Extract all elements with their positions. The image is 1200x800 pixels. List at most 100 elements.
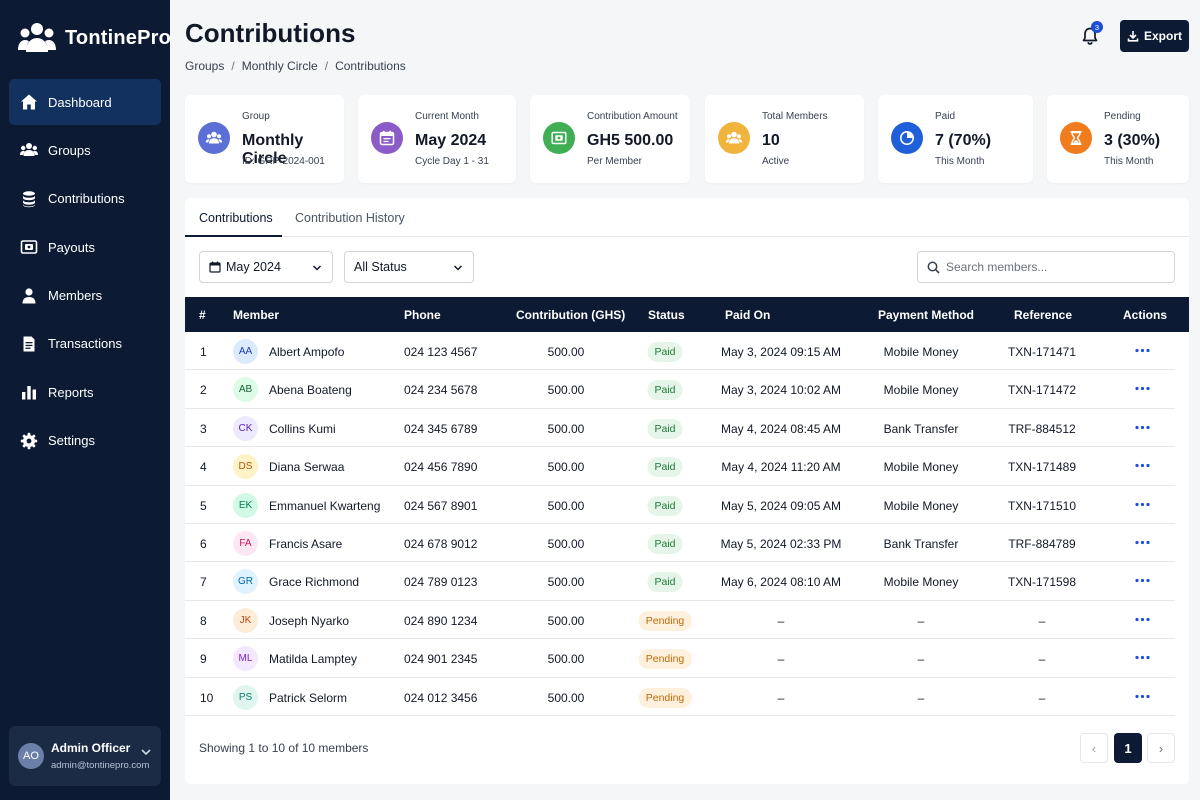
stat-sub: Per Member xyxy=(587,156,643,167)
table-header: # Member Phone Contribution (GHS) Status… xyxy=(185,297,1189,332)
table-row[interactable]: 4 DS Diana Serwaa 024 456 7890 500.00 Paid May… xyxy=(185,447,1175,486)
table-row[interactable]: 9 ML Matilda Lamptey 024 901 2345 500.00 Pend… xyxy=(185,639,1175,678)
status-badge: Pending xyxy=(638,649,692,670)
sidebar-item-reports[interactable]: Reports xyxy=(9,369,161,415)
sidebar-item-dashboard[interactable]: Dashboard xyxy=(9,79,161,125)
pagination-prev-button[interactable]: ‹ xyxy=(1080,733,1108,763)
search-input[interactable] xyxy=(946,260,1161,274)
member-name[interactable]: Emmanuel Kwarteng xyxy=(269,498,381,513)
stat-sub: This Month xyxy=(935,156,985,167)
user-info: Admin Officer admin@tontinepro.com xyxy=(51,741,149,771)
reference: TRF-884789 xyxy=(1008,536,1076,551)
month-select[interactable]: May 2024 xyxy=(199,251,333,283)
stat-card-contribution-amount: Contribution Amount GH5 500.00 Per Membe… xyxy=(530,95,690,183)
paid-on: – xyxy=(777,613,785,628)
column-header-member[interactable]: Member xyxy=(233,308,280,322)
cash-icon xyxy=(543,122,575,154)
brand-logo[interactable]: TontinePro xyxy=(18,22,171,54)
table-row[interactable]: 2 AB Abena Boateng 024 234 5678 500.00 Paid Ma… xyxy=(185,370,1175,409)
sidebar-item-payouts[interactable]: Payouts xyxy=(9,224,161,270)
stat-sub: Cycle Day 1 - 31 xyxy=(415,156,489,167)
user-profile-card[interactable]: AO Admin Officer admin@tontinepro.com xyxy=(9,726,161,786)
member-phone: 024 456 7890 xyxy=(404,460,478,475)
reference: TRF-884512 xyxy=(1008,421,1076,436)
member-name[interactable]: Joseph Nyarko xyxy=(269,613,350,628)
sidebar-item-members[interactable]: Members xyxy=(9,273,161,319)
member-name[interactable]: Matilda Lamptey xyxy=(269,652,358,667)
users-icon xyxy=(198,122,230,154)
member-name[interactable]: Diana Serwaa xyxy=(269,460,345,475)
sidebar-item-label: Groups xyxy=(48,142,91,158)
table-row[interactable]: 6 FA Francis Asare 024 678 9012 500.00 Paid Ma… xyxy=(185,524,1175,563)
payment-method: Mobile Money xyxy=(883,383,959,398)
stat-value: 10 xyxy=(762,132,780,149)
table-row[interactable]: 7 GR Grace Richmond 024 789 0123 500.00 Paid M… xyxy=(185,562,1175,601)
column-header-status[interactable]: Status xyxy=(648,308,685,322)
member-name[interactable]: Grace Richmond xyxy=(269,575,360,590)
column-header-payment-method[interactable]: Payment Method xyxy=(878,308,975,322)
chevron-down-icon[interactable] xyxy=(140,746,152,758)
payment-method: – xyxy=(917,652,925,667)
more-actions-icon[interactable] xyxy=(1135,655,1150,660)
row-number: 8 xyxy=(200,613,207,628)
pagination-page-1[interactable]: 1 xyxy=(1114,733,1142,763)
more-actions-icon[interactable] xyxy=(1135,694,1150,699)
more-actions-icon[interactable] xyxy=(1135,540,1150,545)
column-header-reference[interactable]: Reference xyxy=(1014,308,1073,322)
table-row[interactable]: 5 EK Emmanuel Kwarteng 024 567 8901 500.00 Pa… xyxy=(185,486,1175,524)
column-header-contribution[interactable]: Contribution (GHS) xyxy=(516,308,626,322)
more-actions-icon[interactable] xyxy=(1135,578,1150,583)
more-actions-icon[interactable] xyxy=(1135,617,1150,622)
more-actions-icon[interactable] xyxy=(1135,348,1150,353)
table-row[interactable]: 1 AA Albert Ampofo 024 123 4567 500.00 Paid Ma… xyxy=(185,332,1175,371)
avatar: DS xyxy=(233,454,258,480)
sidebar-item-settings[interactable]: Settings xyxy=(9,418,161,464)
more-actions-icon[interactable] xyxy=(1135,425,1150,430)
stat-label: Current Month xyxy=(415,111,479,122)
avatar: CK xyxy=(233,415,258,441)
paid-on: May 3, 2024 10:02 AM xyxy=(720,383,842,398)
member-name[interactable]: Abena Boateng xyxy=(269,383,352,398)
stat-label: Group xyxy=(242,111,270,122)
contributions-panel: Contributions Contribution History May 2… xyxy=(185,198,1189,784)
row-number: 6 xyxy=(200,536,207,551)
table-body: 1 AA Albert Ampofo 024 123 4567 500.00 Paid Ma… xyxy=(185,332,1175,716)
avatar: PS xyxy=(233,684,258,710)
breadcrumb-groups[interactable]: Groups xyxy=(185,59,225,73)
reference: TXN-171472 xyxy=(1007,383,1077,398)
column-header-paid-on[interactable]: Paid On xyxy=(725,308,771,322)
sidebar-item-transactions[interactable]: Transactions xyxy=(9,321,161,367)
member-name[interactable]: Collins Kumi xyxy=(269,421,336,436)
stat-sub: ID: GRP-2024-001 xyxy=(242,156,325,167)
sidebar-item-groups[interactable]: Groups xyxy=(9,127,161,173)
paid-on: May 4, 2024 11:20 AM xyxy=(721,460,841,475)
tab-contributions[interactable]: Contributions xyxy=(199,211,273,225)
sidebar-item-contributions[interactable]: Contributions xyxy=(9,176,161,222)
member-name[interactable]: Patrick Selorm xyxy=(269,690,348,705)
stat-card-paid: Paid 7 (70%) This Month xyxy=(878,95,1033,183)
row-number: 4 xyxy=(200,460,207,475)
more-actions-icon[interactable] xyxy=(1135,386,1150,391)
table-row[interactable]: 8 JK Joseph Nyarko 024 890 1234 500.00 Pendin… xyxy=(185,601,1175,640)
tab-contribution-history[interactable]: Contribution History xyxy=(295,211,405,225)
more-actions-icon[interactable] xyxy=(1135,463,1150,468)
coins-stack-icon xyxy=(23,191,35,207)
row-number: 5 xyxy=(200,498,207,513)
export-button[interactable]: Export xyxy=(1120,20,1189,52)
status-badge: Paid xyxy=(647,495,683,516)
reference: – xyxy=(1038,690,1046,705)
member-phone: 024 567 8901 xyxy=(404,498,478,513)
breadcrumb-monthly-circle[interactable]: Monthly Circle xyxy=(241,59,318,73)
table-row[interactable]: 3 CK Collins Kumi 024 345 6789 500.00 Paid May… xyxy=(185,409,1175,448)
paid-on: – xyxy=(777,652,785,667)
search-icon xyxy=(927,261,940,274)
status-select[interactable]: All Status xyxy=(344,251,474,283)
more-actions-icon[interactable] xyxy=(1135,502,1150,507)
contribution-amount: 500.00 xyxy=(547,613,585,628)
pagination-next-button[interactable]: › xyxy=(1147,733,1175,763)
member-name[interactable]: Francis Asare xyxy=(269,536,343,551)
table-row[interactable]: 10 PS Patrick Selorm 024 012 3456 500.00 Pend… xyxy=(185,678,1175,716)
member-name[interactable]: Albert Ampofo xyxy=(269,345,345,359)
column-header-phone[interactable]: Phone xyxy=(404,308,441,322)
payment-method: Bank Transfer xyxy=(883,536,959,551)
